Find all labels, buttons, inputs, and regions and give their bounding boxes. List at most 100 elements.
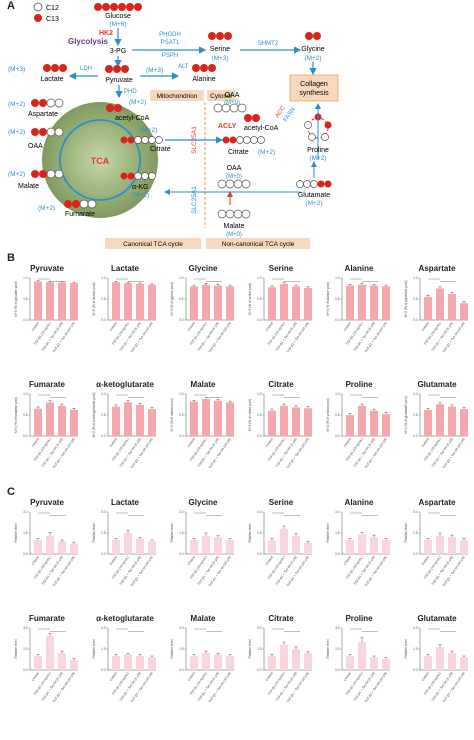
y-tick-label: 3.0 <box>23 510 28 514</box>
bar <box>304 408 312 436</box>
panel_c-chart-3: Serine Relative level 0.0 1.5 3.0 Control TGF-… <box>246 498 316 614</box>
y-tick-label: 0.5 <box>23 413 28 417</box>
phgdh-label: PHGDH <box>159 32 181 38</box>
collagen-box <box>289 74 339 102</box>
chart-svg: M+2 (% of glutamate pool) 0.0 0.5 1.0 Contro… <box>404 392 468 469</box>
bar <box>268 540 276 554</box>
alanine-label: Alanine <box>192 76 215 83</box>
bar <box>124 402 132 436</box>
asp-m-label: (M+2) <box>8 101 25 108</box>
pyruvate-m-label: (M+3) <box>146 67 163 74</box>
y-axis-label: M+2 (% of fumarate pool) <box>14 397 18 433</box>
shmt2-label: SHMT2 <box>258 41 279 47</box>
x-tick-label: TGF-β1 + Tan IIA (10 μM) <box>364 555 388 587</box>
y-tick-label: 0.5 <box>23 297 28 301</box>
bar <box>460 540 468 554</box>
x-tick-label: TGF-β1 + Tan IIA (10 μM) <box>130 321 154 353</box>
noncanonical-box <box>206 238 310 249</box>
x-tick-label: TGF-β1 + Tan IIA (10 μM) <box>208 437 232 469</box>
x-tick-label: TGF-β1 + Tan IIA (10 μM) <box>442 321 466 353</box>
y-tick-label: 1.0 <box>413 276 418 280</box>
bar <box>70 409 78 436</box>
3pg-label: 3-PG <box>110 48 126 55</box>
akg-carbons <box>120 172 156 180</box>
y-tick-label: 0.5 <box>257 297 262 301</box>
y-tick-label: 0.5 <box>101 297 106 301</box>
x-tick-label: TGF-β1 + Tan IIA (10 μM) <box>52 555 76 587</box>
bar <box>292 286 300 320</box>
bar <box>358 405 366 436</box>
y-tick-label: 3.0 <box>179 510 184 514</box>
bar <box>46 402 54 436</box>
y-tick-label: 0.5 <box>413 413 418 417</box>
y-axis-label: M+3 (% of lactate pool) <box>92 283 96 316</box>
x-tick-label: TGF-β1 + Tan IIA (10 μM) <box>286 671 310 703</box>
y-tick-label: 0.5 <box>257 413 262 417</box>
y-tick-label: 1.5 <box>179 647 184 651</box>
y-tick-label: 0.0 <box>257 434 262 438</box>
panel_b-chart-9: Citrate M+2 (% of citrate pool) 0.0 0.5 1.0 C… <box>246 380 316 496</box>
noncanonical-label: Non-canonical TCA cycle <box>222 241 295 248</box>
y-axis-label: Relative level <box>404 523 408 542</box>
chart-svg: M+3 (% of serine pool) 0.0 0.5 1.0 Control TG… <box>248 276 312 353</box>
oaa-c-m-label: (M+0) <box>224 100 240 106</box>
panel_c-chart-10: Proline Relative level 0.0 1.5 3.0 Control TGF… <box>324 614 394 730</box>
akg-m-label: (M+2) <box>132 192 149 199</box>
fum-m-label: (M+2) <box>38 205 55 212</box>
chart-title: Proline <box>345 614 373 623</box>
y-tick-label: 3.0 <box>335 510 340 514</box>
bar <box>70 543 78 554</box>
acoa-label: acetyl-CoA <box>115 115 150 122</box>
bar <box>148 284 156 320</box>
chart-svg: M+2 (% of fumarate pool) 0.0 0.5 1.0 Control… <box>14 392 78 469</box>
chart-svg: M+2 (% of citrate pool) 0.0 0.5 1.0 Control T… <box>248 392 312 469</box>
panel_c-chart-4: Alanine Relative level 0.0 1.5 3.0 Control TGF… <box>324 498 394 614</box>
lactate-carbons <box>43 64 67 72</box>
x-tick-label: Control <box>265 321 274 332</box>
bar <box>34 408 42 436</box>
chart-title: Aspartate <box>418 498 456 507</box>
glutamate-label: Glutamate <box>298 192 330 199</box>
bar <box>58 541 66 554</box>
serine-label: Serine <box>210 46 230 53</box>
legend-c12-icon <box>33 2 43 12</box>
y-tick-label: 0.0 <box>23 552 28 556</box>
bar <box>370 410 378 436</box>
y-tick-label: 3.0 <box>335 626 340 630</box>
tca-cycle-ring <box>59 119 141 201</box>
y-axis-label: M+2 (% of aspartate pool) <box>404 281 408 318</box>
panel_b-chart-6: Fumarate M+2 (% of fumarate pool) 0.0 0.5 1.… <box>12 380 82 496</box>
x-tick-label: Control <box>187 437 196 448</box>
oaa-c2-m-label: (M+0) <box>226 174 242 180</box>
bar <box>268 656 276 670</box>
acoa-c-label: acetyl-CoA <box>244 125 279 132</box>
pyruvate-label: Pyruvate <box>105 77 133 84</box>
glucose-label: Glucose <box>105 13 131 20</box>
bar <box>136 404 144 436</box>
psph-label: PSPH <box>162 53 178 59</box>
x-tick-label: TGF-β1 + Tan IIA (10 μM) <box>52 437 76 469</box>
y-tick-label: 1.5 <box>257 647 262 651</box>
chart-title: Lactate <box>110 498 139 507</box>
bar <box>304 288 312 320</box>
bar <box>226 540 234 554</box>
y-tick-label: 1.0 <box>335 276 340 280</box>
panel_b-chart-2: Glycine M+2 (% of glycine pool) 0.0 0.5 1.0 C… <box>168 264 238 380</box>
pathway-svg: C12 C13 Glucose (M+6) HK2 Glycolysis 3-P… <box>8 2 339 249</box>
cit-m-label: (M+2) <box>140 127 157 134</box>
bar <box>226 286 234 320</box>
y-tick-label: 1.5 <box>23 647 28 651</box>
y-tick-label: 1.0 <box>335 392 340 396</box>
bar <box>34 281 42 320</box>
panel_c-chart-9: Citrate Relative level 0.0 1.5 3.0 Control TGF… <box>246 614 316 730</box>
panel_c-chart-0: Pyruvate Relative level 0.0 1.5 3.0 Control TG… <box>12 498 82 614</box>
panel-letter-b: B <box>7 252 15 264</box>
bar <box>112 282 120 320</box>
y-axis-label: Relative level <box>14 523 18 542</box>
malate-c-m-label: (M+0) <box>226 232 242 238</box>
y-tick-label: 0.0 <box>257 318 262 322</box>
y-axis-label: M+2 (% of malate pool) <box>170 398 174 431</box>
